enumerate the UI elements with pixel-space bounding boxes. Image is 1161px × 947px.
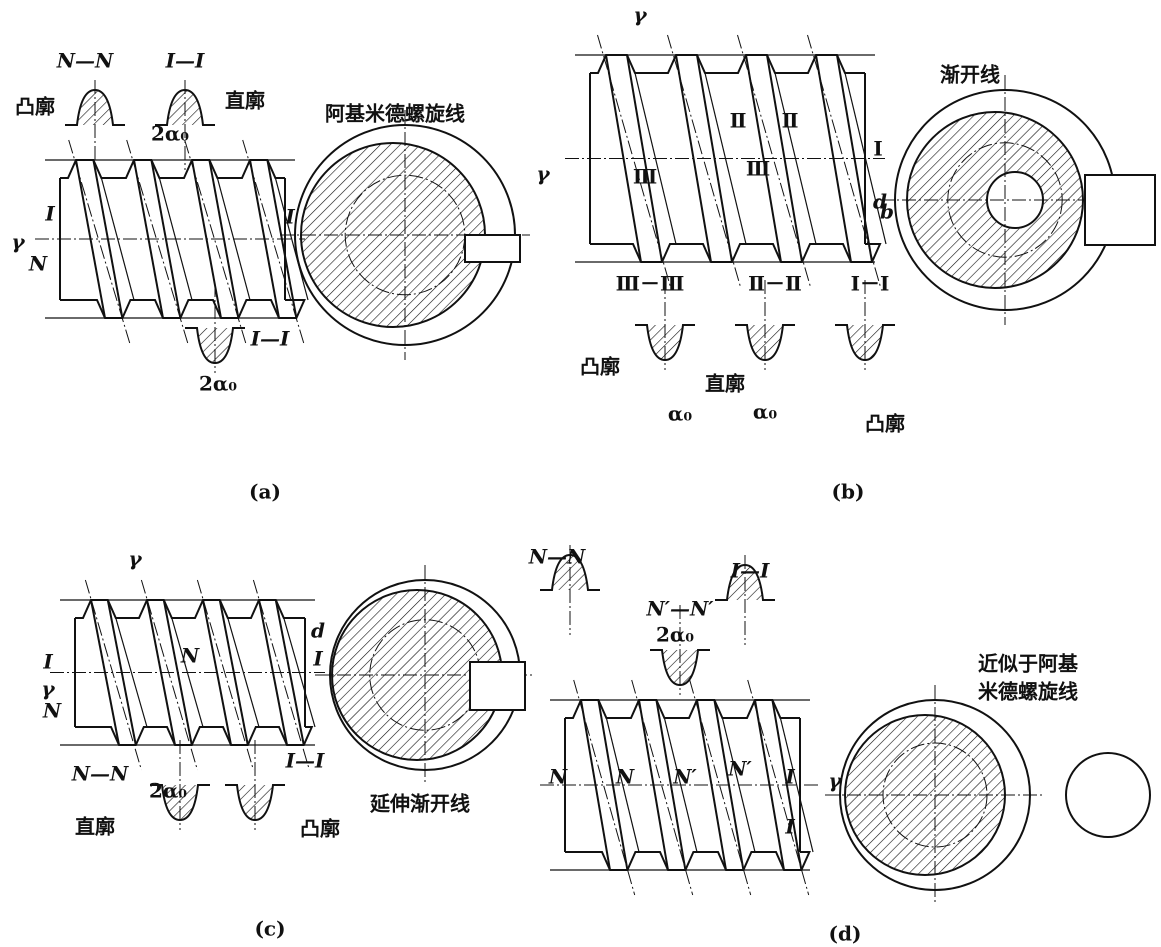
panel-caption: (b) — [832, 480, 865, 504]
label: 近似于阿基 — [978, 652, 1079, 676]
label: N — [42, 699, 62, 723]
thread-profile — [590, 55, 865, 73]
label: I — [44, 202, 55, 226]
thread-edge — [250, 160, 279, 318]
label: I — [312, 647, 323, 671]
label: I — [284, 205, 295, 229]
label: 延伸渐开线 — [369, 792, 470, 816]
section-line — [141, 580, 197, 770]
thread-edge — [172, 618, 203, 727]
label: γ — [633, 3, 647, 27]
label: Ⅲ — [633, 165, 657, 189]
label: N — [615, 765, 635, 789]
label: I—I — [730, 559, 770, 583]
label: Ⅱ — [782, 109, 799, 133]
tool-circle — [1066, 753, 1150, 837]
label: N—N — [528, 545, 586, 569]
label: Ⅱ — [730, 109, 747, 133]
label: γ — [41, 677, 55, 701]
label: I — [42, 650, 53, 674]
label: I — [784, 815, 795, 839]
thread-profile — [590, 244, 880, 262]
label: γ — [11, 230, 25, 254]
label: 阿基米德螺旋线 — [325, 102, 465, 126]
tool — [465, 235, 520, 262]
label: I—I — [285, 749, 325, 773]
section-line — [85, 580, 141, 770]
label: I—I — [250, 327, 290, 351]
figure: N—NI—I凸廓直廓2α₀阿基米德螺旋线γIINI—I2α₀(a)γγⅡⅡⅠⅢⅢ… — [0, 0, 1161, 947]
label: γ — [828, 769, 842, 793]
label: N′ — [672, 765, 697, 789]
label: 凸廓 — [580, 355, 620, 379]
thread-profile — [75, 727, 312, 745]
section-line — [69, 140, 130, 343]
label: Ⅰ — [873, 137, 882, 161]
label: γ — [536, 162, 550, 186]
label: Ⅲ－Ⅲ — [616, 272, 685, 296]
label: N — [28, 252, 48, 276]
label: 凸廓 — [300, 817, 340, 841]
label: 直廓 — [75, 815, 115, 839]
label: N′ — [727, 757, 752, 781]
label: Ⅰ－Ⅰ — [851, 272, 890, 296]
label: α₀ — [753, 400, 777, 424]
label: N — [548, 765, 568, 789]
label: Ⅱ－Ⅱ — [748, 272, 802, 296]
thread-profile — [60, 300, 304, 318]
label: 直廓 — [705, 372, 745, 396]
panel-caption: (a) — [249, 480, 281, 504]
label: 2α₀ — [149, 779, 187, 803]
label: 2α₀ — [151, 122, 189, 146]
label: α₀ — [668, 402, 692, 426]
label: N—N — [71, 762, 129, 786]
label: 凸廓 — [15, 95, 55, 119]
label: I — [784, 765, 795, 789]
label: N — [180, 644, 200, 668]
label: Ⅲ — [746, 157, 770, 181]
label: I—I — [165, 49, 205, 73]
label: 2α₀ — [656, 623, 694, 647]
label: N′—N′ — [645, 597, 714, 621]
section-line — [197, 580, 253, 770]
panel-caption: (c) — [254, 917, 285, 941]
label: 米德螺旋线 — [978, 680, 1078, 704]
label: d — [311, 619, 325, 643]
thread-edge — [755, 700, 784, 870]
page: html,body{margin:0;padding:0;background:… — [0, 0, 1161, 947]
label: 凸廓 — [865, 412, 905, 436]
thread-edge — [159, 178, 192, 300]
thread-profile — [565, 852, 809, 870]
section-line — [127, 140, 188, 343]
label: N—N — [56, 49, 114, 73]
label: 直廓 — [225, 89, 265, 113]
thread-edge — [816, 55, 851, 262]
label: 渐开线 — [940, 63, 1000, 87]
tool — [470, 662, 525, 710]
panel-caption: (d) — [829, 922, 862, 946]
label: b — [880, 200, 894, 224]
label: 2α₀ — [199, 372, 237, 396]
page-body: {"panels":[ {"caption":"(a)","labels":["… — [0, 0, 1161, 947]
tool — [1085, 175, 1155, 245]
section-line — [253, 580, 309, 770]
label: γ — [128, 547, 142, 571]
